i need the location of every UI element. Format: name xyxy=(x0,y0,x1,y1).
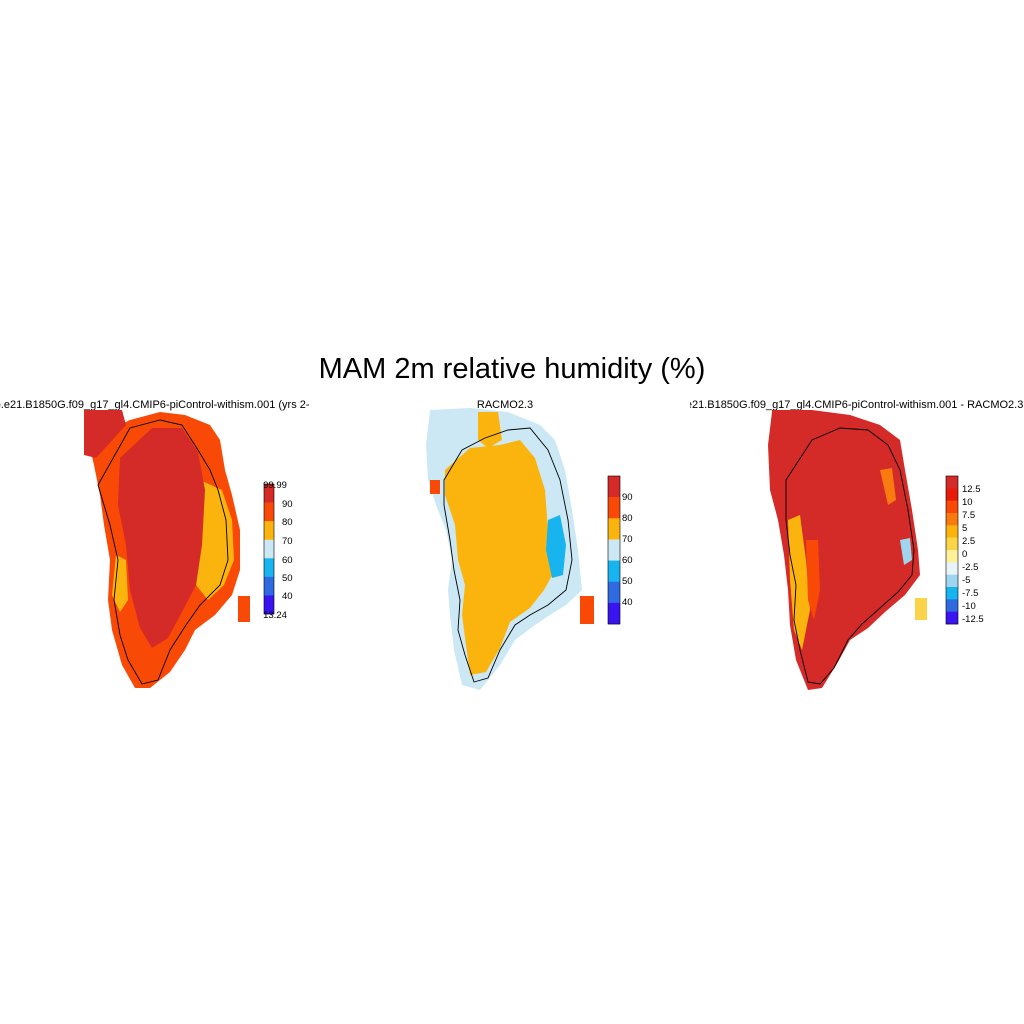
colorbar-swatch xyxy=(946,611,958,625)
colorbar-swatch xyxy=(264,576,274,596)
colorbar-swatch xyxy=(946,525,958,538)
colorbar-label: 60 xyxy=(622,555,633,566)
colorbar-label: -10 xyxy=(962,601,976,612)
panel-model: b.e21.B1850G.f09_g17_gl4.CMIP6-piControl… xyxy=(0,399,319,688)
land-layer-interior xyxy=(445,440,555,675)
colorbar-label: 2.5 xyxy=(962,536,975,547)
colorbar-swatch xyxy=(946,537,958,551)
colorbar-label: 10 xyxy=(962,497,973,508)
colorbar-label: 70 xyxy=(622,534,633,545)
colorbar-label: 90 xyxy=(622,492,633,503)
colorbar-swatch xyxy=(946,488,958,501)
panel-title-racmo: RACMO2.3 xyxy=(477,399,533,411)
northwest-block xyxy=(84,410,126,458)
east-low-patch xyxy=(546,515,566,578)
colorbar-swatch xyxy=(946,587,958,600)
colorbar-label: 0 xyxy=(962,549,967,560)
colorbar-frame xyxy=(607,475,621,625)
west-margin-warm xyxy=(788,515,810,650)
panel-title-model: b.e21.B1850G.f09_g17_gl4.CMIP6-piControl… xyxy=(0,399,319,411)
colorbar-swatch xyxy=(946,500,958,514)
colorbar-swatch xyxy=(264,539,274,559)
colorbar-label: 70 xyxy=(282,536,293,547)
colorbar-swatch xyxy=(608,581,620,604)
colorbar-label: 50 xyxy=(622,576,633,587)
west-margin-hot xyxy=(806,540,820,620)
greenland-map-difference xyxy=(768,410,927,690)
colorbar-swatch xyxy=(264,521,274,541)
colorbar-model: 99.99 90 80 70 60 50 40 13.24 xyxy=(263,480,292,621)
colorbar-swatch xyxy=(608,539,620,561)
east-island xyxy=(238,596,250,622)
coastline xyxy=(443,427,573,683)
colorbar-swatch xyxy=(946,599,958,612)
colorbar-swatch xyxy=(264,558,274,578)
colorbar-frame xyxy=(945,475,959,625)
colorbar-swatch xyxy=(946,550,958,563)
east-patch-low xyxy=(900,538,912,565)
colorbar-swatch xyxy=(264,484,274,503)
figure-title: MAM 2m relative humidity (%) xyxy=(319,353,706,385)
colorbar-bar-racmo xyxy=(607,475,621,625)
colorbar-label: 5 xyxy=(962,523,967,534)
northwest-block xyxy=(772,410,814,455)
colorbar-label: 40 xyxy=(622,597,633,608)
colorbar-swatch xyxy=(946,562,958,575)
colorbar-label: 50 xyxy=(282,573,293,584)
colorbar-label: -12.5 xyxy=(962,614,984,625)
panel-title-difference: b.e21.B1850G.f09_g17_gl4.CMIP6-piControl… xyxy=(677,399,1024,411)
colorbar-label: 80 xyxy=(622,513,633,524)
east-patch-warm xyxy=(880,468,896,505)
colorbar-label: -2.5 xyxy=(962,562,978,573)
colorbar-labels-difference: 12.5 10 7.5 5 2.5 0 -2.5 -5 -7.5 -10 -12… xyxy=(962,484,984,625)
colorbar-label: -5 xyxy=(962,575,970,586)
colorbar-difference: 12.5 10 7.5 5 2.5 0 -2.5 -5 -7.5 -10 -12… xyxy=(945,475,984,625)
colorbar-swatch xyxy=(608,497,620,519)
panel-racmo: RACMO2.3 90 80 70 60 50 40 xyxy=(426,399,633,690)
colorbar-frame xyxy=(263,483,275,615)
coastline xyxy=(97,419,229,685)
colorbar-bar-difference xyxy=(945,475,959,625)
colorbar-swatch xyxy=(946,574,958,588)
greenland-map-model xyxy=(84,410,250,688)
panel-difference: b.e21.B1850G.f09_g17_gl4.CMIP6-piControl… xyxy=(677,399,1024,690)
west-edge-cell xyxy=(430,480,440,494)
colorbar-label: 7.5 xyxy=(962,510,975,521)
colorbar-labels-model: 99.99 90 80 70 60 50 40 13.24 xyxy=(263,480,292,621)
colorbar-label: 99.99 xyxy=(263,480,287,491)
colorbar-swatch xyxy=(946,476,958,489)
colorbar-label: 80 xyxy=(282,517,293,528)
colorbar-swatch xyxy=(264,502,274,522)
coastline xyxy=(785,427,915,685)
colorbar-label: 12.5 xyxy=(962,484,981,495)
colorbar-label: 40 xyxy=(282,591,293,602)
east-island xyxy=(915,598,927,620)
colorbar-racmo: 90 80 70 60 50 40 xyxy=(607,475,633,625)
colorbar-bar-model xyxy=(263,483,275,615)
colorbar-label: -7.5 xyxy=(962,588,978,599)
colorbar-swatch xyxy=(608,560,620,583)
land-layer-margin-west xyxy=(112,555,128,612)
colorbar-label: 60 xyxy=(282,555,293,566)
land-layer-interior xyxy=(118,428,205,648)
colorbar-swatch xyxy=(608,602,620,625)
east-island xyxy=(580,596,594,624)
colorbar-swatch xyxy=(608,476,620,498)
colorbar-swatch xyxy=(264,595,274,615)
colorbar-label: 13.24 xyxy=(263,610,287,621)
colorbar-label: 90 xyxy=(282,499,293,510)
colorbar-labels-racmo: 90 80 70 60 50 40 xyxy=(622,492,633,608)
colorbar-swatch xyxy=(608,518,620,540)
colorbar-swatch xyxy=(946,513,958,526)
greenland-map-racmo xyxy=(426,408,594,690)
